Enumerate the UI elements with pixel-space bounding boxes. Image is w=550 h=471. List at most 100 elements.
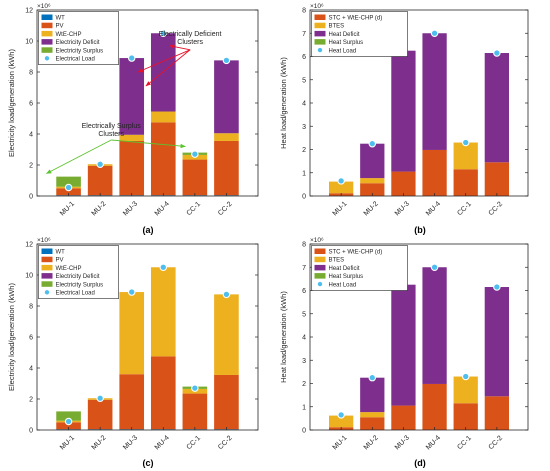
y-tick-label: 0 — [29, 194, 33, 201]
legend-swatch — [41, 248, 53, 254]
y-tick-label: 5 — [302, 77, 306, 84]
bar-mu-3-deficit — [391, 50, 416, 172]
bar-mu-2-pv — [87, 399, 113, 430]
bar-mu-2-btes — [360, 178, 385, 184]
bar-mu-3-deficit — [391, 284, 416, 406]
x-tick-label: MU-4 — [154, 200, 171, 217]
y-tick-label: 4 — [29, 366, 33, 373]
y-tick-label: 7 — [302, 265, 306, 272]
panel-label: (b) — [414, 225, 426, 235]
legend-marker — [316, 47, 323, 54]
legend-swatch — [314, 273, 326, 279]
y-tick-label: 0 — [302, 194, 306, 201]
x-tick-label: MU-2 — [91, 434, 108, 451]
legend-swatch — [314, 14, 326, 20]
bar-mu-1-btes — [328, 181, 354, 194]
bar-cc-2-deficit — [214, 60, 239, 134]
load-point-mu-4 — [159, 263, 168, 271]
annotation-text: Clusters — [98, 131, 124, 138]
x-tick-label: MU-3 — [394, 434, 411, 451]
legend-swatch — [41, 30, 53, 37]
annotation-text: Electrically Deficient — [159, 31, 222, 38]
annotation-arrow — [45, 139, 112, 174]
bar-mu-1-surplus — [56, 176, 81, 187]
legend: WT PV WtE-CHP Electricity Deficit Electricit… — [38, 11, 119, 66]
load-point-mu-1 — [64, 417, 73, 426]
y-tick-label: 5 — [302, 311, 306, 318]
x-tick-label: CC-1 — [186, 201, 203, 218]
load-point-mu-2 — [368, 373, 377, 382]
bar-mu-4-wte-chp — [150, 111, 176, 123]
legend-label: WT — [56, 16, 66, 22]
annotation-arrow — [169, 44, 191, 51]
bar-mu-1-surplus — [56, 411, 81, 421]
bar-cc-2-pv — [214, 140, 239, 196]
legend-label: BTES — [329, 258, 345, 264]
bar-mu-1-pv — [56, 422, 81, 430]
load-point-mu-2 — [96, 394, 104, 402]
y-exponent: ×10⁶ — [310, 3, 324, 10]
load-point-mu-3 — [127, 54, 136, 62]
legend-box — [311, 245, 408, 291]
x-tick-label: CC-2 — [217, 201, 234, 218]
legend: STC + WtE-CHP (d) BTES Heat Deficit Heat Su… — [311, 245, 408, 291]
y-tick-label: 2 — [302, 381, 306, 388]
y-axis-label: Electricity load/generation (kWh) — [7, 49, 16, 157]
annotation-text: Electrically Surplus — [82, 123, 142, 130]
y-axis-label: Heat load/generation (kWh) — [279, 291, 288, 383]
y-tick-label: 6 — [29, 335, 33, 342]
legend-label: STC + WtE-CHP (d) — [329, 16, 383, 22]
x-tick-label: MU-2 — [363, 200, 380, 217]
legend-label: BTES — [329, 24, 345, 30]
load-point-mu-2 — [96, 160, 104, 168]
bar-mu-3-stc — [391, 405, 416, 430]
bar-mu-2-deficit — [360, 143, 385, 179]
y-tick-label: 8 — [302, 8, 306, 15]
bar-cc-2-wte-chp — [214, 133, 239, 141]
legend-label: Electricity Deficit — [56, 40, 100, 46]
bar-cc-1-pv — [182, 159, 208, 196]
legend-swatch — [41, 273, 53, 279]
bar-cc-2-pv — [214, 374, 239, 430]
legend-swatch — [314, 39, 326, 45]
y-tick-label: 8 — [29, 70, 33, 77]
load-point-cc-1 — [461, 138, 470, 147]
bar-mu-4-wte-chp — [150, 267, 176, 357]
y-tick-label: 3 — [302, 358, 306, 365]
y-tick-label: 8 — [29, 304, 33, 311]
bar-mu-2-stc — [360, 183, 385, 196]
load-point-mu-1 — [337, 411, 345, 419]
load-point-cc-2 — [222, 290, 231, 299]
legend-marker — [316, 281, 323, 288]
x-tick-label: MU-1 — [59, 434, 76, 451]
x-tick-label: CC-2 — [488, 435, 505, 452]
bar-mu-4-pv — [150, 356, 176, 430]
legend-label: Heat Deficit — [329, 32, 360, 38]
legend-swatch — [41, 281, 53, 287]
legend-label: PV — [56, 24, 64, 30]
bar-mu-4-deficit — [422, 267, 447, 384]
bar-cc-1-stc — [453, 169, 478, 196]
bar-cc-1-btes — [453, 376, 478, 404]
legend-label: Electricity Surplus — [56, 282, 104, 288]
load-point-cc-1 — [191, 384, 199, 392]
bar-mu-4-stc — [422, 383, 447, 430]
bar-mu-4-pv — [150, 122, 176, 196]
x-tick-label: MU-1 — [332, 434, 349, 451]
load-point-cc-2 — [493, 49, 501, 57]
y-tick-label: 6 — [302, 288, 306, 295]
x-tick-label: MU-2 — [91, 200, 108, 217]
y-tick-label: 1 — [302, 170, 306, 177]
bar-cc-2-deficit — [484, 287, 510, 397]
y-tick-label: 12 — [25, 242, 33, 249]
legend-box — [311, 11, 408, 57]
chart-panel-2: 0 1 2 3 4 5 6 7 8 ×10⁶ MU-1 MU-2 MU-3 MU-4 CC-1 CC-2 Hea… — [279, 3, 529, 235]
y-tick-label: 8 — [302, 242, 306, 249]
bar-cc-1-pv — [182, 393, 208, 430]
legend-label: Electricity Deficit — [56, 274, 100, 280]
y-tick-label: 6 — [29, 101, 33, 108]
y-tick-label: 6 — [302, 54, 306, 61]
y-axis-label: Electricity load/generation (kWh) — [7, 283, 16, 391]
bar-mu-2-pv — [87, 165, 113, 196]
x-tick-label: CC-1 — [456, 435, 473, 452]
